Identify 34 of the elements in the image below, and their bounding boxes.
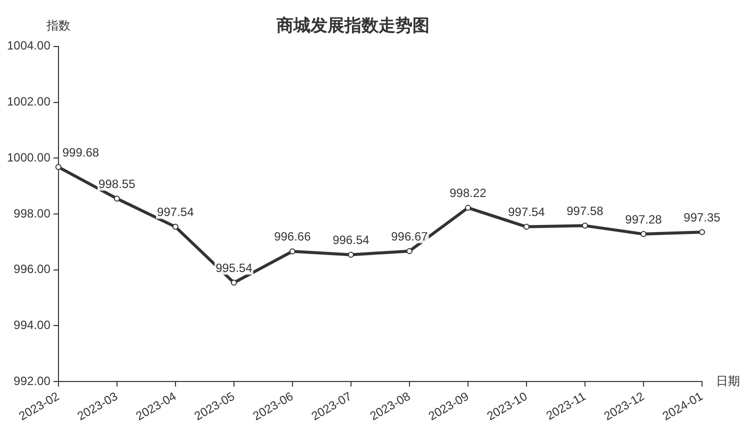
y-tick-label: 996.00: [14, 262, 51, 276]
point: [640, 231, 646, 238]
point: [699, 229, 705, 236]
y-tick-label: 992.00: [14, 374, 51, 388]
data-label: 996.67: [391, 229, 428, 244]
point: [114, 196, 120, 202]
data-label: 998.22: [450, 186, 487, 200]
y-tick-label: 998.00: [14, 206, 51, 220]
point: [55, 164, 62, 170]
point: [523, 224, 530, 230]
point: [172, 224, 178, 230]
y-axis-title: 指数: [45, 18, 70, 33]
data-label: 999.68: [62, 145, 100, 160]
data-label: 998.55: [98, 176, 136, 191]
point: [406, 248, 412, 254]
y-tick-label: 994.00: [14, 318, 51, 332]
point: [582, 222, 588, 229]
y-tick-label: 1000.00: [6, 150, 51, 164]
point: [230, 280, 237, 286]
data-label: 996.66: [274, 230, 312, 244]
point: [464, 204, 471, 211]
x-axis-title: 日期: [716, 374, 740, 388]
point: [289, 248, 296, 254]
y-tick-label: 1002.00: [6, 94, 51, 109]
chart-title: 商城发展指数走势图: [276, 16, 430, 35]
data-label: 996.54: [332, 233, 370, 248]
data-label: 995.54: [216, 260, 253, 275]
y-tick-label: 1004.00: [6, 38, 51, 53]
data-label: 997.28: [625, 212, 662, 226]
data-label: 997.35: [684, 210, 721, 224]
point: [348, 252, 354, 258]
data-label: 997.54: [157, 205, 194, 220]
data-label: 997.58: [566, 204, 604, 218]
data-label: 997.54: [508, 205, 546, 220]
